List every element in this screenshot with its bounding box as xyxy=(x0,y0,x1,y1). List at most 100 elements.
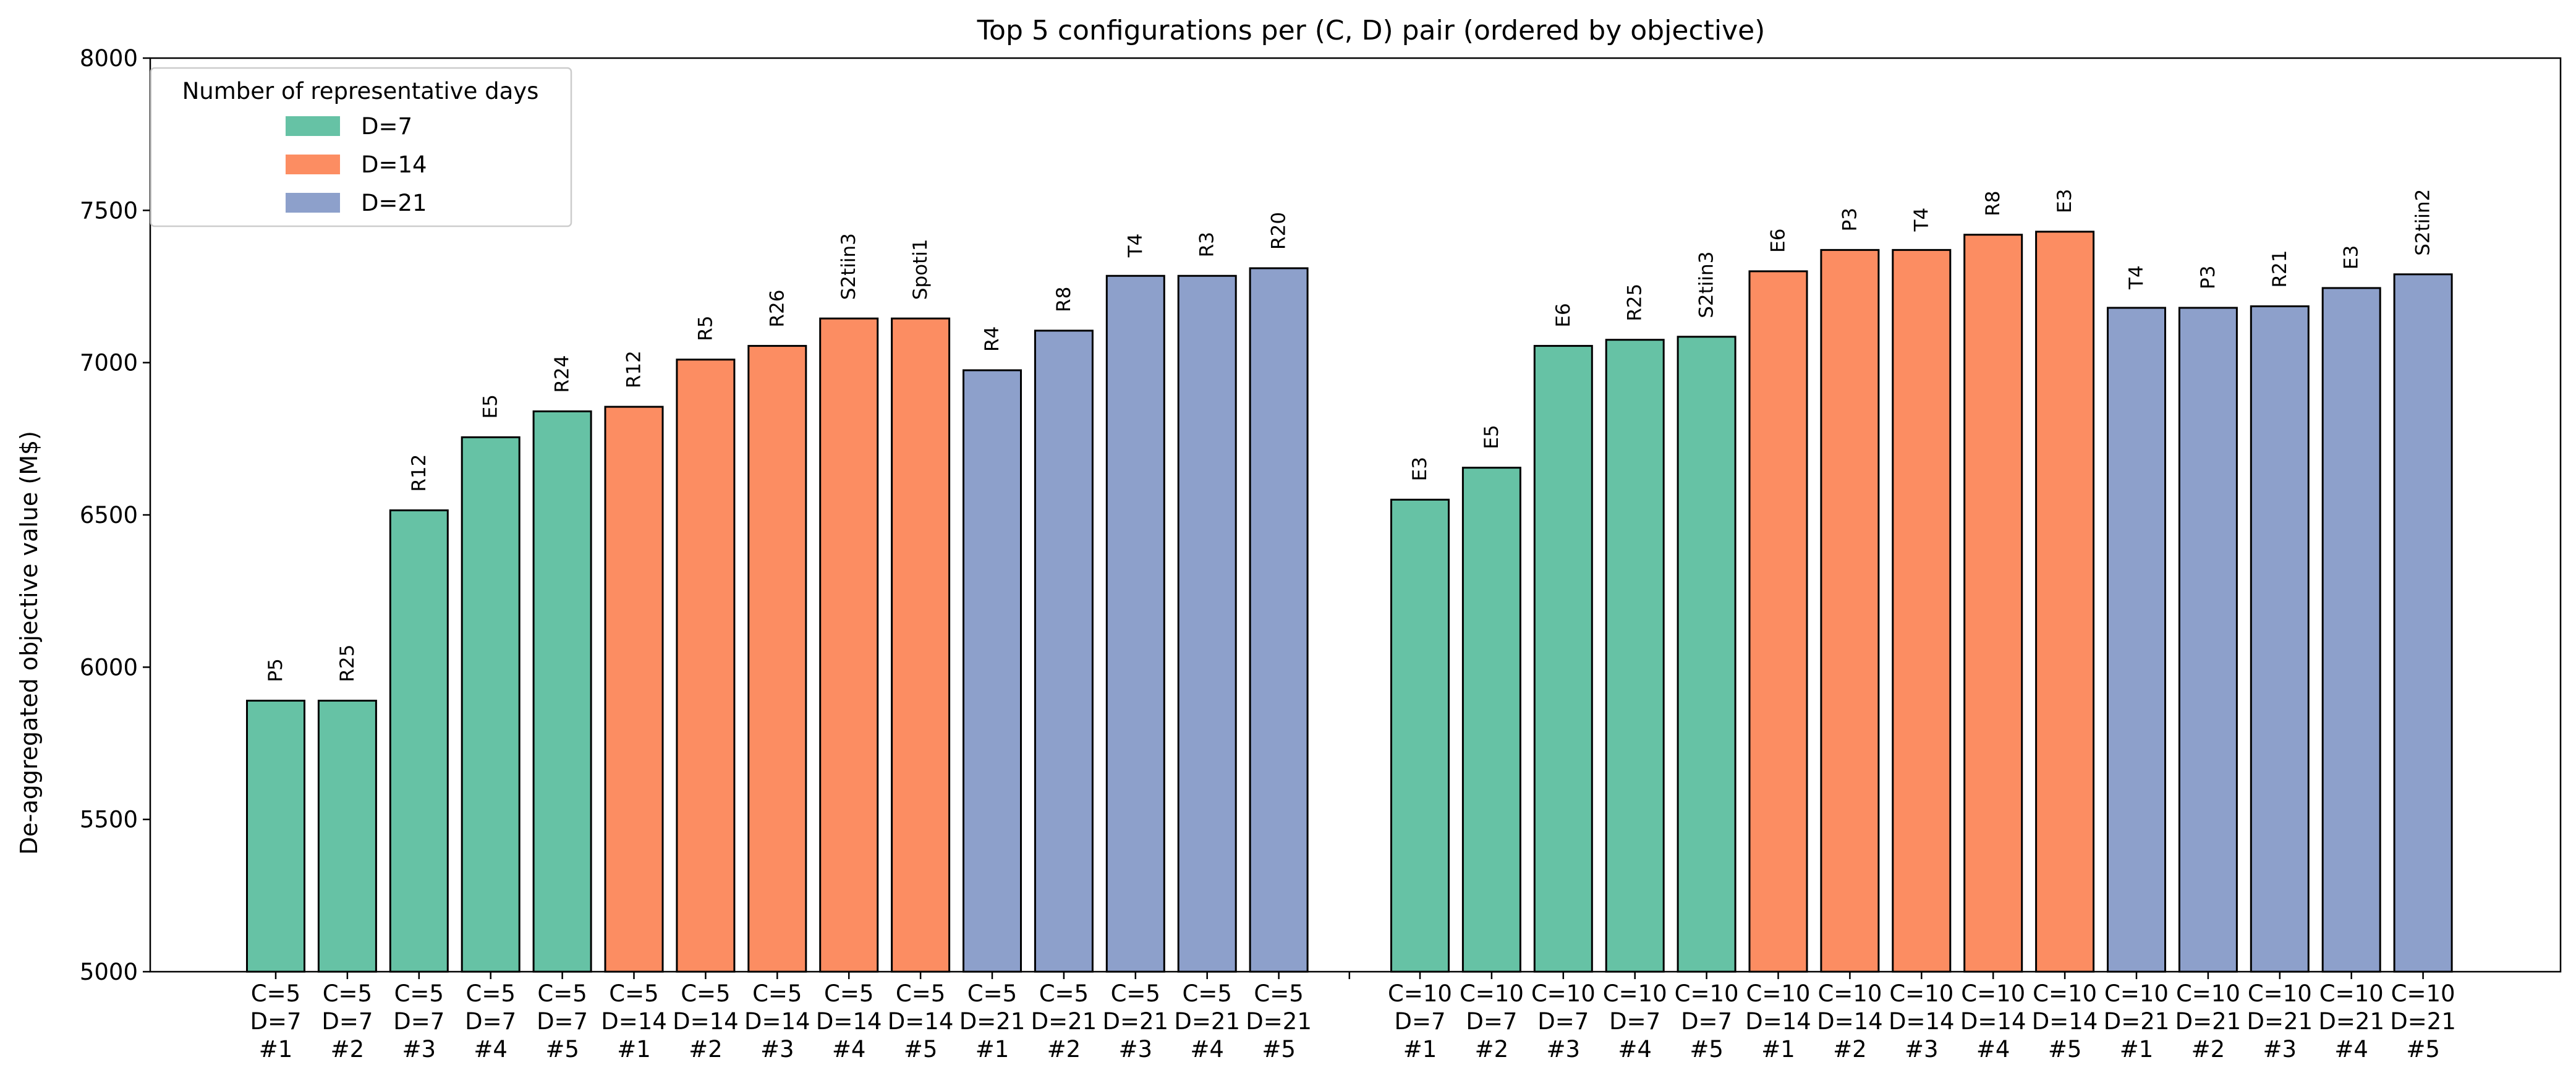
x-tick-label-line: C=10 xyxy=(1746,980,1811,1007)
x-tick-label-line: #3 xyxy=(1119,1036,1153,1063)
bar-data-label: P3 xyxy=(2197,266,2219,289)
bar-data-label: R8 xyxy=(1982,190,2004,216)
chart-title: Top 5 configurations per (C, D) pair (or… xyxy=(977,15,1766,46)
x-tick-label-line: D=7 xyxy=(1537,1008,1589,1035)
x-tick-label: C=10 D=14 #3 xyxy=(1889,980,1955,1063)
y-tick-label: 5000 xyxy=(80,959,138,985)
x-tick-label-line: D=14 xyxy=(744,1008,810,1035)
bar-data-label: R4 xyxy=(981,326,1003,352)
bar xyxy=(1892,248,1952,973)
bar xyxy=(461,436,521,973)
bar xyxy=(1034,329,1094,973)
x-tick-label-line: #5 xyxy=(1262,1036,1296,1063)
x-tick-label-line: C=5 xyxy=(681,980,730,1007)
x-tick-label: C=5 D=7 #3 xyxy=(393,980,444,1063)
bar xyxy=(1677,336,1736,973)
x-tick-label: C=5 D=14 #3 xyxy=(744,980,810,1063)
x-tick-label-line: D=21 xyxy=(1103,1008,1169,1035)
x-tick-label-line: #2 xyxy=(1475,1036,1509,1063)
x-tick-label: C=10 D=14 #4 xyxy=(1960,980,2026,1063)
x-tick-label: C=5 D=7 #5 xyxy=(537,980,588,1063)
x-tick-label: C=10 D=21 #3 xyxy=(2247,980,2313,1063)
bar-data-label: P5 xyxy=(265,658,287,682)
bar-data-label: E3 xyxy=(2340,245,2363,270)
x-tick-label: C=10 D=21 #4 xyxy=(2318,980,2384,1063)
x-tick-label-line: #2 xyxy=(2191,1036,2225,1063)
bar xyxy=(2393,273,2453,973)
x-tick-label: C=5 D=14 #2 xyxy=(673,980,739,1063)
x-tick-label-line: C=10 xyxy=(2176,980,2240,1007)
x-tick-label-line: D=7 xyxy=(250,1008,301,1035)
bar xyxy=(2107,307,2166,973)
x-tick-label-line: #2 xyxy=(1047,1036,1081,1063)
x-tick-label-line: #5 xyxy=(904,1036,938,1063)
x-tick-label: C=10 D=21 #5 xyxy=(2390,980,2456,1063)
x-tick-label-line: D=14 xyxy=(601,1008,667,1035)
bar-data-label: T4 xyxy=(1124,234,1147,258)
x-tick-label: C=10 D=7 #2 xyxy=(1460,980,1524,1063)
x-tick-label-line: C=5 xyxy=(609,980,658,1007)
x-tick-label: C=10 D=21 #2 xyxy=(2175,980,2242,1063)
x-tick-label: C=5 D=7 #2 xyxy=(321,980,373,1063)
x-tick-label: C=5 D=21 #2 xyxy=(1031,980,1097,1063)
bar-data-label: S2tiin3 xyxy=(838,233,860,300)
x-tick-label-line: C=10 xyxy=(1889,980,1953,1007)
bar-data-label: R26 xyxy=(766,290,788,328)
x-tick-label-line: D=7 xyxy=(537,1008,588,1035)
bar-data-label: S2tiin2 xyxy=(2412,189,2434,256)
x-tick-label: C=5 D=14 #1 xyxy=(601,980,667,1063)
x-tick-label-line: D=14 xyxy=(1889,1008,1955,1035)
legend-swatch xyxy=(286,193,340,213)
x-tick-label: C=10 D=21 #1 xyxy=(2104,980,2170,1063)
x-tick-label: C=5 D=21 #3 xyxy=(1103,980,1169,1063)
x-tick-label: C=5 D=21 #4 xyxy=(1174,980,1240,1063)
bar xyxy=(2321,287,2381,973)
x-tick-label-line: #3 xyxy=(402,1036,436,1063)
x-tick-label-line: C=10 xyxy=(1603,980,1667,1007)
x-tick-label-line: D=7 xyxy=(1466,1008,1517,1035)
x-tick-label-line: #3 xyxy=(1905,1036,1939,1063)
y-tick-label: 7500 xyxy=(80,197,138,224)
x-tick-label-line: C=5 xyxy=(394,980,444,1007)
x-tick-label-line: #1 xyxy=(259,1036,293,1063)
bar xyxy=(317,700,377,973)
bar-data-label: R21 xyxy=(2269,250,2291,288)
bar xyxy=(1461,467,1521,973)
x-tick-label: C=5 D=7 #4 xyxy=(465,980,516,1063)
x-tick-label-line: #4 xyxy=(832,1036,866,1063)
x-tick-label-line: C=10 xyxy=(1460,980,1524,1007)
x-tick-label-line: #2 xyxy=(1833,1036,1867,1063)
x-tick-label: C=10 D=14 #5 xyxy=(2032,980,2098,1063)
bar xyxy=(747,345,807,973)
x-tick-label-line: D=7 xyxy=(1394,1008,1445,1035)
bar-data-label: R25 xyxy=(1624,284,1646,321)
bar-data-label: E6 xyxy=(1552,303,1575,327)
bar xyxy=(819,317,879,973)
x-tick-label-line: #3 xyxy=(2263,1036,2297,1063)
legend: Number of representative days D=7 D=14 D=21 xyxy=(150,67,572,227)
bar-data-label: R12 xyxy=(623,350,645,388)
bar-data-label: R3 xyxy=(1196,232,1218,257)
x-tick-label-line: #4 xyxy=(2334,1036,2368,1063)
bar xyxy=(604,405,664,973)
x-tick-label-line: D=14 xyxy=(816,1008,882,1035)
x-tick-label-line: D=21 xyxy=(2175,1008,2242,1035)
bar-data-label: R24 xyxy=(551,355,574,393)
x-tick-label-line: D=7 xyxy=(465,1008,516,1035)
bar-data-label: E6 xyxy=(1767,229,1790,253)
x-tick-label-line: C=10 xyxy=(2248,980,2312,1007)
x-tick-label-line: C=10 xyxy=(1531,980,1596,1007)
x-tick-label: C=5 D=21 #5 xyxy=(1246,980,1312,1063)
x-tick-label-line: D=21 xyxy=(2247,1008,2313,1035)
x-tick-label-line: #3 xyxy=(760,1036,794,1063)
x-tick-label-line: C=10 xyxy=(2104,980,2169,1007)
x-tick-label-line: D=14 xyxy=(1817,1008,1883,1035)
bar xyxy=(389,509,449,973)
x-tick-label-line: D=14 xyxy=(1960,1008,2026,1035)
x-tick-label-line: C=5 xyxy=(1039,980,1089,1007)
bar xyxy=(891,317,951,973)
bar xyxy=(2178,307,2238,973)
x-tick-label-line: #2 xyxy=(331,1036,365,1063)
legend-box xyxy=(150,67,572,227)
